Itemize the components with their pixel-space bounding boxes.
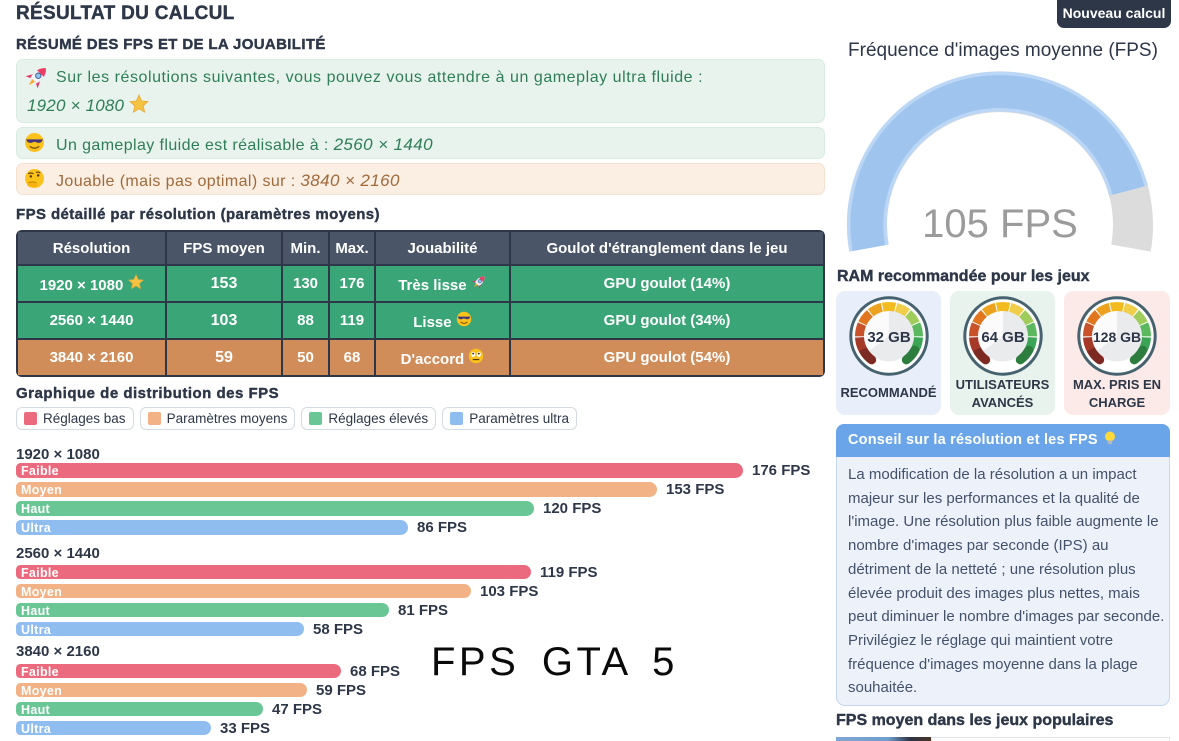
svg-text:64 GB: 64 GB [981, 329, 1025, 346]
svg-text:32 GB: 32 GB [867, 329, 911, 346]
svg-text:128 GB: 128 GB [1093, 329, 1141, 345]
svg-text:105 FPS: 105 FPS [922, 202, 1078, 246]
